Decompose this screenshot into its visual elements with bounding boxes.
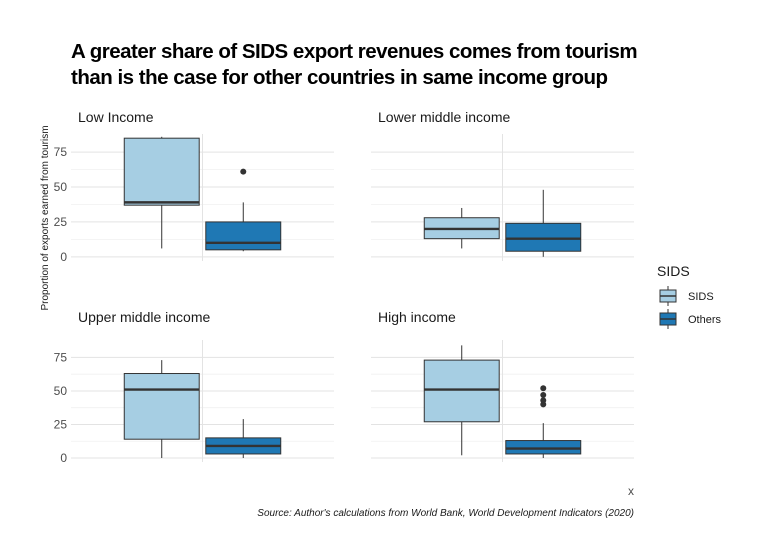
outlier-point <box>540 391 547 398</box>
outlier-point <box>540 385 547 392</box>
outlier-point <box>540 397 547 404</box>
box-sids <box>123 136 200 249</box>
box-others <box>205 168 282 252</box>
chart-title: A greater share of SIDS export revenues … <box>71 40 638 89</box>
y-tick-label: 25 <box>54 417 68 431</box>
title-line-1: A greater share of SIDS export revenues … <box>71 40 637 63</box>
y-axis-title: Proportion of exports earned from touris… <box>40 125 51 310</box>
facet-title: High income <box>378 309 456 325</box>
box-sids <box>123 360 200 458</box>
y-tick-label: 25 <box>54 215 68 229</box>
facet-panel: High income <box>371 309 634 462</box>
facet-panel: Upper middle income 0 25 50 75 <box>54 309 334 465</box>
outlier-point <box>240 168 247 175</box>
x-axis-title: x <box>628 484 634 498</box>
y-tick-label: 0 <box>60 250 67 264</box>
legend-title: SIDS <box>657 263 690 279</box>
y-tick-label: 50 <box>54 384 68 398</box>
legend-entry: Others <box>659 309 722 329</box>
y-tick-label: 50 <box>54 180 68 194</box>
legend-label: Others <box>688 314 722 326</box>
box-sids <box>423 345 500 456</box>
facet-title: Low Income <box>78 109 154 125</box>
box-iqr <box>423 359 500 423</box>
facet-panel: Lower middle income <box>371 109 634 261</box>
box-others <box>205 419 282 458</box>
legend-entry: SIDS <box>659 286 714 306</box>
y-tick-label: 0 <box>60 451 67 465</box>
title-line-2: than is the case for other countries in … <box>71 66 608 89</box>
box-iqr <box>123 137 200 206</box>
box-iqr <box>505 222 582 252</box>
facet-panels: Low Income 0 25 50 75 Lower middle income Uppe… <box>54 109 634 465</box>
y-tick-label: 75 <box>54 145 68 159</box>
box-iqr <box>505 440 582 455</box>
box-sids <box>423 207 500 249</box>
box-others <box>505 189 582 257</box>
facet-title: Upper middle income <box>78 309 210 325</box>
facet-panel: Low Income 0 25 50 75 <box>54 109 334 264</box>
legend: SIDS SIDS Others <box>657 263 722 329</box>
y-tick-label: 75 <box>54 350 68 364</box>
box-iqr <box>205 221 282 251</box>
source-caption: Source: Author's calculations from World… <box>257 508 634 519</box>
box-iqr <box>123 373 200 440</box>
facet-title: Lower middle income <box>378 109 510 125</box>
legend-label: SIDS <box>688 291 714 303</box>
box-others <box>505 385 582 458</box>
